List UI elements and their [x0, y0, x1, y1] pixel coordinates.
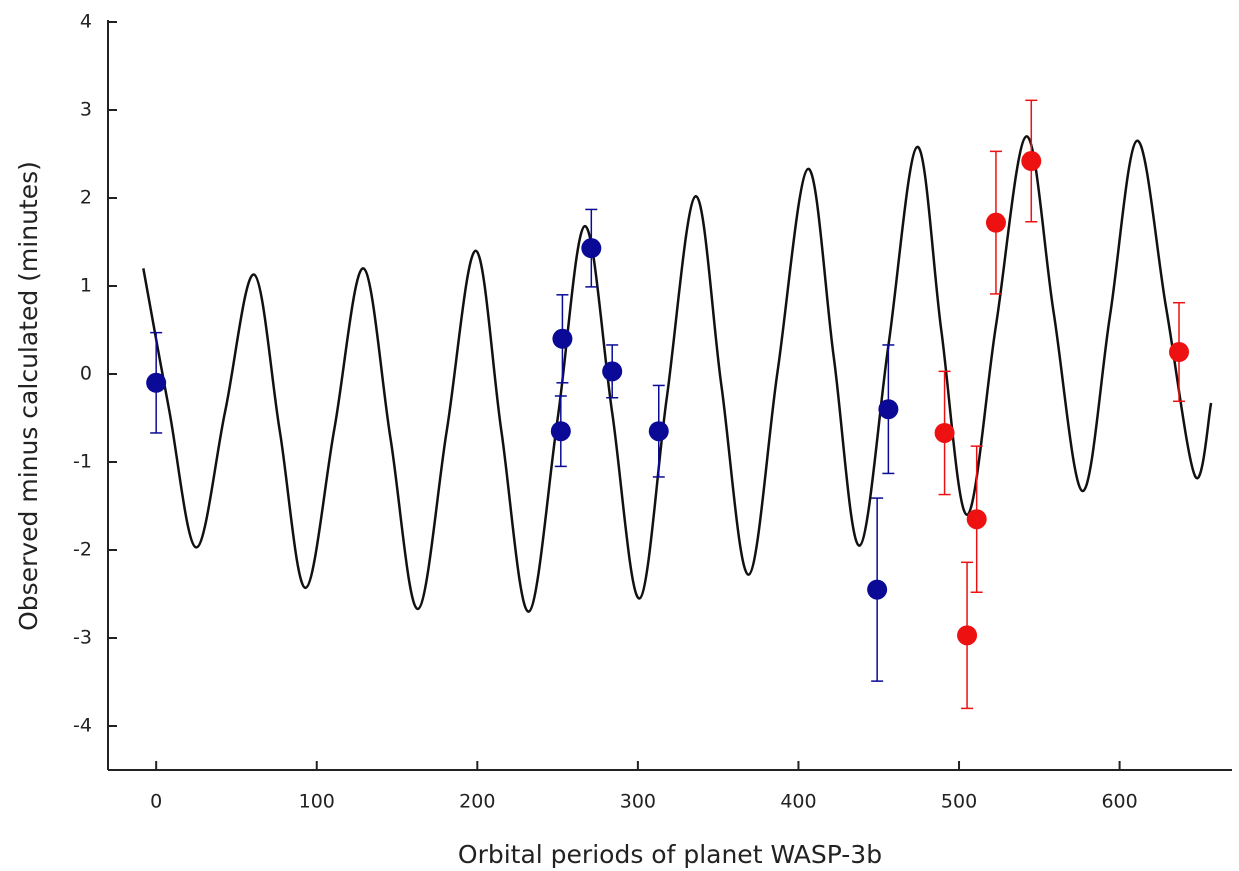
y-tick-label: 4 [80, 11, 92, 33]
y-tick-label: 1 [80, 275, 92, 297]
x-tick-label: 500 [941, 791, 977, 813]
data-point [867, 579, 888, 600]
x-tick-label: 300 [620, 791, 656, 813]
y-tick-label: -1 [73, 451, 92, 473]
data-point [602, 361, 623, 382]
data-point [985, 212, 1006, 233]
x-tick-label: 0 [150, 791, 162, 813]
x-tick-label: 100 [299, 791, 335, 813]
y-tick-label: 2 [80, 187, 92, 209]
x-axis-label: Orbital periods of planet WASP-3b [458, 840, 882, 869]
data-point [146, 372, 167, 393]
x-tick-label: 400 [780, 791, 816, 813]
data-point [1021, 151, 1042, 172]
y-tick-label: 0 [80, 363, 92, 385]
y-tick-label: 3 [80, 99, 92, 121]
x-tick-label: 200 [459, 791, 495, 813]
y-tick-label: -4 [73, 715, 92, 737]
y-tick-label: -2 [73, 539, 92, 561]
data-point [550, 421, 571, 442]
x-tick-label: 600 [1101, 791, 1137, 813]
fit-curve [142, 135, 1213, 613]
y-axis-label: Observed minus calculated (minutes) [14, 161, 43, 631]
data-point [581, 238, 602, 259]
data-point [878, 399, 899, 420]
data-point [552, 328, 573, 349]
y-tick-label: -3 [73, 627, 92, 649]
data-point [934, 422, 955, 443]
data-point [957, 625, 978, 646]
data-point [648, 421, 669, 442]
data-point [1169, 342, 1190, 362]
data-point [966, 509, 987, 530]
